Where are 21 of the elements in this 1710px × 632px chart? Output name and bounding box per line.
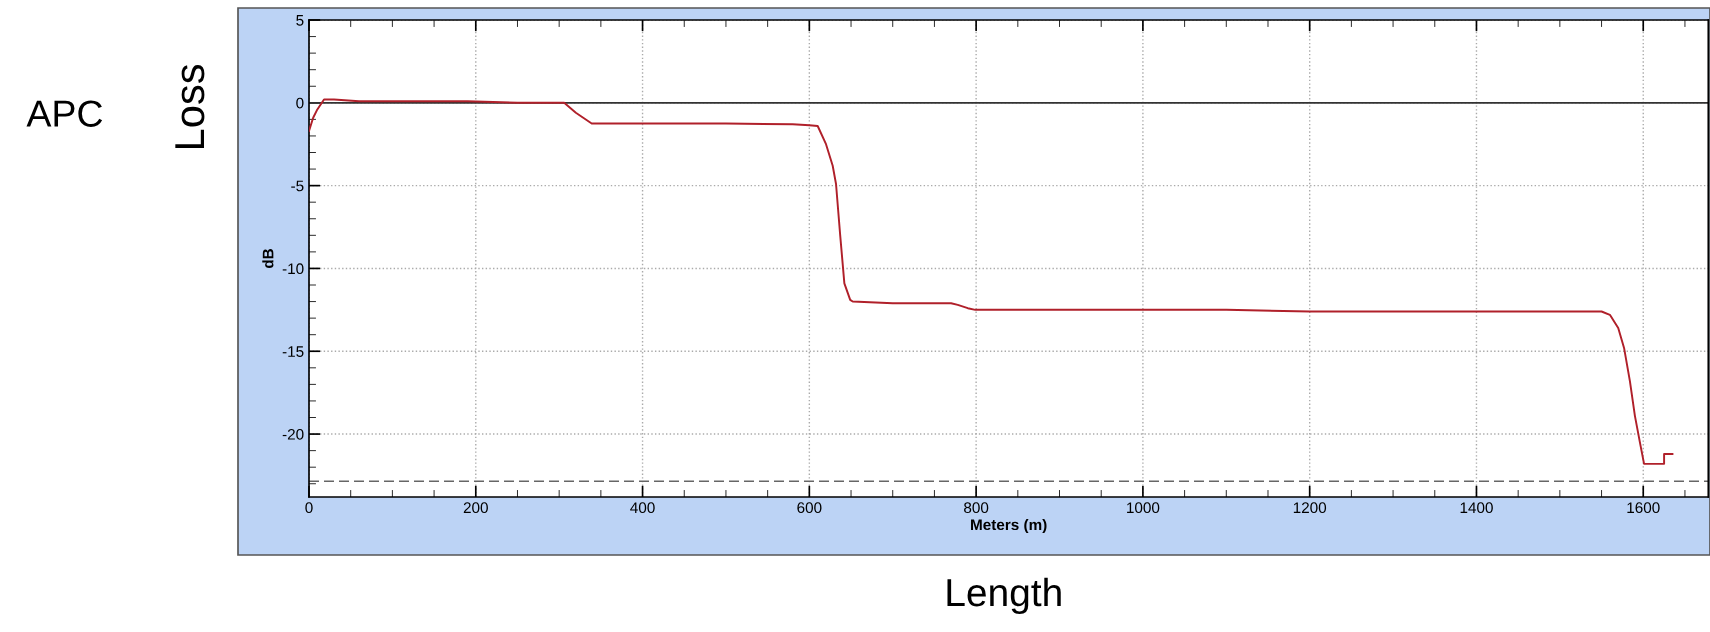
x-tick-label: 1400 (1460, 502, 1493, 514)
text: Loss (175, 64, 205, 149)
y-tick-label: -15 (282, 346, 304, 357)
y-tick-label: 5 (296, 15, 304, 26)
x-axis-title: Meters (m) (971, 518, 1047, 534)
x-tick-label: 400 (630, 502, 655, 514)
line-series (309, 98, 1674, 465)
y-tick-label: 0 (296, 97, 304, 109)
text: APC (26, 100, 103, 127)
text: Length (947, 577, 1061, 615)
x-tick-label: 200 (463, 502, 488, 514)
y-axis-title: dB (262, 249, 274, 269)
x-tick-label: 800 (964, 502, 989, 514)
x-tick-label: 1000 (1127, 502, 1160, 514)
y-tick-label: -10 (282, 263, 304, 275)
y-tick-label: -5 (291, 180, 304, 192)
y-tick-label: -20 (282, 428, 304, 440)
x-tick-label: 0 (305, 502, 313, 514)
x-tick-label: 1200 (1293, 502, 1327, 514)
x-tick-label: 600 (797, 502, 822, 514)
x-tick-label: 1600 (1627, 502, 1660, 514)
